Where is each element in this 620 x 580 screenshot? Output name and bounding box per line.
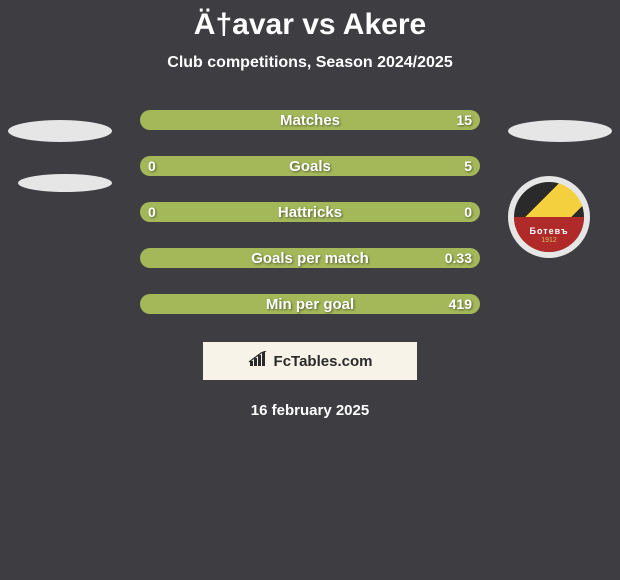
club-badge: Ботевъ 1912: [508, 176, 590, 258]
stat-row-min-per-goal: Min per goal 419: [140, 294, 480, 314]
stat-left-value: 0: [148, 204, 156, 220]
stat-row-matches: Matches 15: [140, 110, 480, 130]
stat-row-goals: 0 Goals 5: [140, 156, 480, 176]
chart-icon: [248, 351, 268, 372]
stat-label: Matches: [280, 112, 340, 129]
date: 16 february 2025: [0, 402, 620, 419]
source-box[interactable]: FcTables.com: [203, 342, 417, 380]
club-year: 1912: [541, 237, 557, 244]
stat-row-goals-per-match: Goals per match 0.33: [140, 248, 480, 268]
player-left-oval-1: [8, 120, 112, 142]
player-right-badges: Ботевъ 1912: [508, 120, 612, 258]
stat-right-value: 419: [449, 296, 472, 312]
stat-label: Hattricks: [278, 204, 342, 221]
subtitle: Club competitions, Season 2024/2025: [0, 54, 620, 72]
page-title: Ä†avar vs Akere: [0, 8, 620, 42]
stat-left-value: 0: [148, 158, 156, 174]
stat-label: Goals: [289, 158, 331, 175]
stat-right-value: 0.33: [445, 250, 472, 266]
stat-label: Goals per match: [251, 250, 369, 267]
stat-right-value: 15: [456, 112, 472, 128]
stat-right-value: 0: [464, 204, 472, 220]
source-text: FcTables.com: [274, 353, 373, 370]
stat-row-hattricks: 0 Hattricks 0: [140, 202, 480, 222]
stat-label: Min per goal: [266, 296, 354, 313]
player-left-oval-2: [18, 174, 112, 192]
club-name: Ботевъ: [529, 226, 568, 236]
stat-right-value: 5: [464, 158, 472, 174]
player-left-badges: [8, 120, 112, 192]
player-right-oval: [508, 120, 612, 142]
